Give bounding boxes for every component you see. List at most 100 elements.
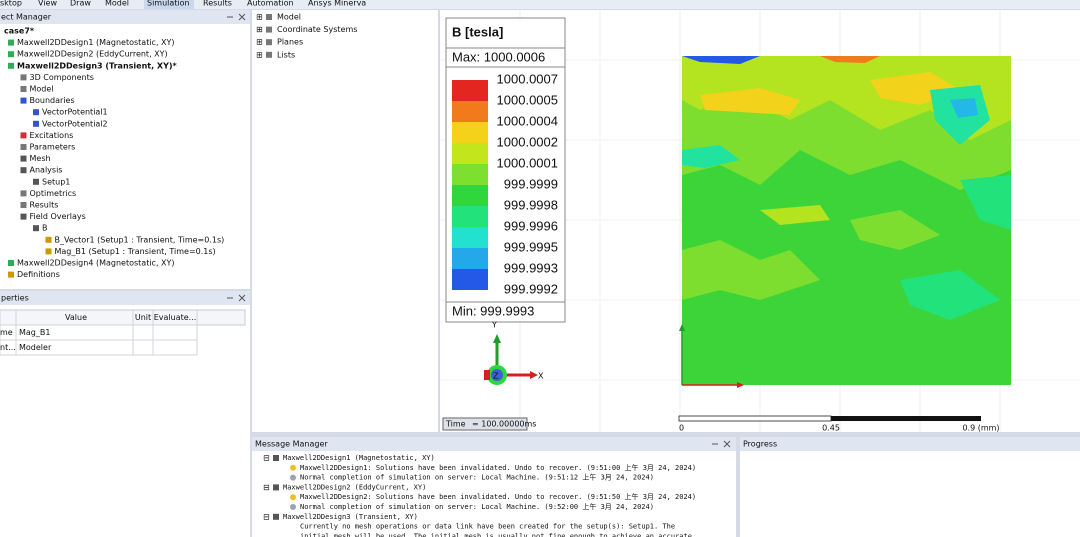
tree-item[interactable]: Maxwell2DDesign3 (Transient, XY)* <box>17 61 178 70</box>
table-cell: nt... <box>0 343 16 352</box>
menu-item[interactable]: Ansys Minerva <box>308 0 366 8</box>
triad-x: X <box>538 372 544 381</box>
tree-item[interactable]: Mag_B1 (Setup1 : Transient, Time=0.1s) <box>55 247 216 256</box>
tree-icon <box>8 260 14 266</box>
menu-item[interactable]: Simulation <box>147 0 190 8</box>
axis-y-arrow <box>679 324 685 331</box>
panel-title: Message Manager <box>255 440 328 449</box>
tree-icon <box>8 51 14 58</box>
tree-item[interactable]: Lists <box>277 50 295 59</box>
close-icon[interactable] <box>723 440 731 448</box>
menu-item[interactable]: Model <box>105 0 129 8</box>
progress-area <box>740 451 1080 537</box>
tree-item[interactable]: Parameters <box>30 143 76 152</box>
expander: ⊞ <box>256 38 263 47</box>
tree-item[interactable]: Definitions <box>17 270 60 279</box>
legend-label: 1000.0005 <box>497 92 558 107</box>
message-line: Normal completion of simulation on serve… <box>300 502 654 511</box>
tree-item[interactable]: Mesh <box>30 154 51 163</box>
tree-item[interactable]: Results <box>30 201 59 210</box>
message-line: Normal completion of simulation on serve… <box>300 473 654 482</box>
close-icon[interactable] <box>238 294 246 302</box>
time-value: = 100.00000ms <box>472 420 536 429</box>
legend-label: 999.9996 <box>504 218 558 233</box>
time-label: Time <box>445 420 466 429</box>
legend-swatch <box>452 122 488 143</box>
tree-area <box>0 24 250 289</box>
scale-bar-white <box>678 415 832 422</box>
tree-item[interactable]: Setup1 <box>42 177 70 186</box>
table-header-cell: Evaluate... <box>154 313 197 322</box>
tree-item[interactable]: 3D Components <box>30 73 94 82</box>
axis-x-arrow <box>737 382 744 388</box>
tree-item[interactable]: Maxwell2DDesign1 (Magnetostatic, XY) <box>17 38 175 47</box>
tree-item[interactable]: Model <box>30 85 54 94</box>
tree-item[interactable]: Field Overlays <box>30 212 86 221</box>
tree-item[interactable]: Optimetrics <box>30 189 77 198</box>
axes-triad <box>484 334 538 385</box>
tree-item[interactable]: Excitations <box>30 131 74 140</box>
tree-item[interactable]: B_Vector1 (Setup1 : Transient, Time=0.1s… <box>55 235 225 244</box>
message-line: Maxwell2DDesign2: Solutions have been in… <box>300 492 696 501</box>
tree-icon <box>20 86 27 92</box>
scale-bar-black <box>831 416 981 421</box>
menu-item[interactable]: Automation <box>247 0 294 8</box>
legend-swatch <box>452 101 488 122</box>
tree-item[interactable]: Maxwell2DDesign4 (Magnetostatic, XY) <box>17 259 175 268</box>
tree-icon <box>266 51 272 58</box>
panel-header <box>0 291 250 305</box>
tree-icon <box>20 167 27 174</box>
panel-title: perties <box>1 294 29 303</box>
tree-icon <box>33 225 39 232</box>
panel-header <box>252 437 736 451</box>
expander: ⊞ <box>256 50 263 59</box>
message-line: Maxwell2DDesign1 (Magnetostatic, XY) <box>283 454 435 462</box>
tree-item[interactable]: Planes <box>277 38 303 47</box>
tree-item[interactable]: Analysis <box>30 166 63 175</box>
table-header-cell: Value <box>65 313 87 322</box>
legend-swatch <box>452 248 488 269</box>
message-line: Maxwell2DDesign3 (Transient, XY) <box>283 513 418 521</box>
tree-item[interactable]: VectorPotential2 <box>42 119 108 128</box>
legend-label: 1000.0002 <box>497 134 558 149</box>
tree-icon <box>20 202 27 208</box>
tree-item[interactable]: VectorPotential1 <box>42 108 108 117</box>
tree-icon <box>20 132 27 139</box>
menu-active <box>144 0 194 9</box>
legend-max: Max: 1000.0006 <box>452 49 545 64</box>
warning-icon <box>290 464 296 471</box>
warning-icon <box>290 494 296 501</box>
tree-icon <box>20 190 27 197</box>
menu-bar <box>0 0 1080 9</box>
legend-label: 999.9992 <box>504 281 558 296</box>
info-icon <box>290 474 296 481</box>
msg-icon <box>273 484 279 491</box>
legend-label: 999.9995 <box>504 239 558 254</box>
tree-item[interactable]: case7* <box>4 27 35 36</box>
tree-icon <box>20 144 27 150</box>
menu-item[interactable]: Results <box>203 0 232 8</box>
tree-item[interactable]: Model <box>277 13 301 22</box>
tree-item[interactable]: Coordinate Systems <box>277 25 357 34</box>
legend-swatch <box>452 185 488 206</box>
close-icon[interactable] <box>238 13 246 21</box>
tree-item[interactable]: Maxwell2DDesign2 (EddyCurrent, XY) <box>17 50 168 59</box>
legend-label: 1000.0001 <box>497 155 558 170</box>
menu-item[interactable]: Draw <box>70 0 91 8</box>
table-header <box>0 309 246 326</box>
tree-item[interactable]: Boundaries <box>30 96 75 105</box>
menu-item[interactable]: sktop <box>0 0 22 8</box>
tree-icon <box>20 155 27 162</box>
legend-label: 999.9999 <box>504 176 558 191</box>
panel-title: ect Manager <box>1 13 52 22</box>
expander: ⊞ <box>256 25 263 34</box>
scale-label: 0.45 <box>822 424 840 433</box>
tree-icon <box>266 14 272 20</box>
legend-swatch <box>452 164 488 185</box>
tree-item[interactable]: B <box>42 224 48 233</box>
panel-title: Progress <box>743 440 777 449</box>
triad-z: Z <box>493 372 499 381</box>
panel-header <box>740 437 1080 451</box>
menu-item[interactable]: View <box>38 0 57 8</box>
scale-label: 0 <box>679 424 684 433</box>
